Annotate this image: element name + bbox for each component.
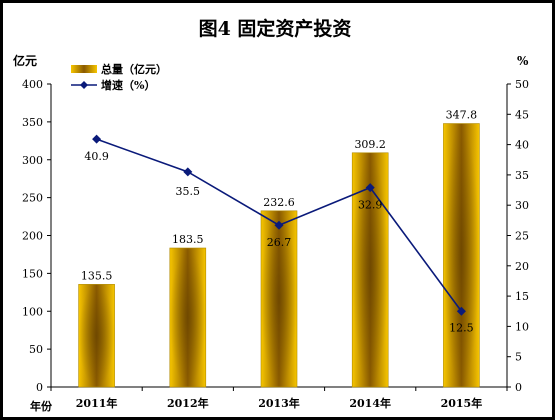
right-tick-label: 15 bbox=[515, 290, 529, 303]
legend: 总量（亿元） 增速（%） bbox=[71, 62, 167, 92]
x-tick-label: 2012年 bbox=[167, 396, 209, 410]
right-tick-label: 30 bbox=[515, 199, 529, 212]
right-axis-unit: % bbox=[517, 54, 529, 68]
x-axis-label: 年份 bbox=[30, 399, 53, 413]
plot-area: 0 50 100 150 200 250 300 350 400 0 5 10 15 20 25 30 35 40… bbox=[22, 78, 529, 410]
bar-shading bbox=[169, 247, 206, 387]
x-tick-label: 2014年 bbox=[349, 396, 391, 410]
chart-frame: 图4 固定资产投资 亿元 % 总量（亿元） 增速（%） 年份 0 50 100 150… bbox=[3, 3, 552, 417]
bar-shading bbox=[352, 152, 389, 387]
left-tick-label: 150 bbox=[22, 267, 43, 280]
left-tick-label: 50 bbox=[29, 343, 43, 356]
growth-point-marker bbox=[183, 167, 193, 177]
left-tick-label: 100 bbox=[22, 305, 43, 318]
growth-value-label: 32.9 bbox=[358, 199, 383, 212]
growth-value-label: 35.5 bbox=[176, 185, 201, 198]
bar-value-label: 135.5 bbox=[81, 269, 113, 282]
left-tick-label: 300 bbox=[22, 154, 43, 167]
right-tick-label: 20 bbox=[515, 260, 529, 273]
growth-point-marker bbox=[365, 183, 375, 193]
bar-shading bbox=[78, 284, 115, 387]
x-tick-label: 2015年 bbox=[441, 396, 483, 410]
growth-value-label: 12.5 bbox=[449, 321, 474, 334]
growth-point-marker bbox=[274, 220, 284, 230]
chart-title: 图4 固定资产投资 bbox=[199, 17, 352, 40]
x-tick-label: 2011年 bbox=[76, 396, 118, 410]
right-tick-label: 25 bbox=[515, 230, 529, 243]
legend-bar-label: 总量（亿元） bbox=[101, 62, 167, 76]
left-tick-label: 200 bbox=[22, 230, 43, 243]
legend-line-label: 增速（%） bbox=[101, 78, 155, 92]
left-tick-label: 350 bbox=[22, 116, 43, 129]
bar-value-label: 347.8 bbox=[446, 109, 478, 122]
left-axis-unit: 亿元 bbox=[13, 53, 37, 68]
legend-line-marker bbox=[80, 81, 88, 89]
right-tick-label: 5 bbox=[515, 351, 522, 364]
right-tick-label: 45 bbox=[515, 108, 529, 121]
left-tick-label: 250 bbox=[22, 192, 43, 205]
legend-bar-swatch bbox=[71, 65, 97, 73]
left-tick-label: 400 bbox=[22, 78, 43, 91]
right-tick-label: 10 bbox=[515, 320, 529, 333]
growth-value-label: 26.7 bbox=[267, 236, 292, 249]
bar-shading bbox=[261, 210, 297, 387]
right-tick-label: 0 bbox=[515, 381, 522, 394]
left-tick-label: 0 bbox=[36, 381, 43, 394]
growth-point-marker bbox=[456, 306, 466, 316]
bar-value-label: 183.5 bbox=[172, 233, 204, 246]
bar-value-label: 232.6 bbox=[263, 196, 295, 209]
bar-value-label: 309.2 bbox=[354, 138, 386, 151]
growth-value-label: 40.9 bbox=[84, 150, 109, 163]
combo-chart: 图4 固定资产投资 亿元 % 总量（亿元） 增速（%） 年份 050100150… bbox=[13, 17, 529, 413]
right-tick-label: 50 bbox=[515, 78, 529, 91]
bar-shading bbox=[443, 123, 480, 387]
right-tick-label: 35 bbox=[515, 169, 529, 182]
right-tick-label: 40 bbox=[515, 139, 529, 152]
growth-point-marker bbox=[92, 134, 102, 144]
x-tick-label: 2013年 bbox=[258, 396, 300, 410]
